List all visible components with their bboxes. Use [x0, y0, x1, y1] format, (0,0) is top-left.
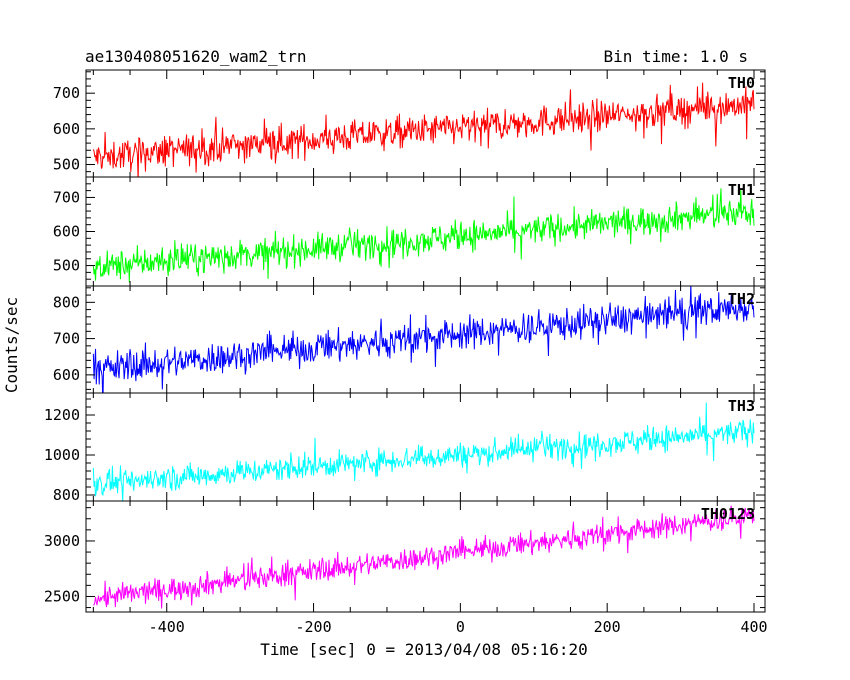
y-tick-label: 1000 [44, 446, 80, 464]
y-tick-label: 600 [53, 223, 80, 241]
y-tick-label: 500 [53, 257, 80, 275]
panel-th1: 500 600 700 TH1 [53, 176, 766, 287]
y-tick-label: 2500 [44, 587, 80, 605]
channel-label-th2: TH2 [728, 290, 755, 308]
panel-th0123: 2500 3000 TH0123 [44, 500, 766, 613]
channel-label-th1: TH1 [728, 181, 755, 199]
x-tick-label: 0 [456, 618, 465, 636]
panel-th3: 800 1000 1200 TH3 [44, 392, 766, 504]
panel-th2: 600 700 800 TH2 [53, 285, 766, 394]
series-th3 [92, 402, 755, 501]
x-axis-label: Time [sec] 0 = 2013/04/08 05:16:20 [260, 640, 588, 659]
bin-time-label: Bin time: 1.0 s [604, 47, 749, 66]
series-th0123 [93, 505, 755, 609]
figure-title: ae130408051620_wam2_trn [85, 47, 307, 66]
y-tick-label: 500 [53, 156, 80, 174]
channel-label-th0: TH0 [728, 74, 755, 92]
channel-label-th3: TH3 [728, 397, 755, 415]
series-th2 [92, 286, 755, 393]
y-tick-label: 3000 [44, 532, 80, 550]
panel-th0: 500 600 700 TH0 [53, 69, 766, 178]
y-tick-label: 700 [53, 330, 80, 348]
panel-frame [85, 392, 766, 502]
y-tick-label: 600 [53, 366, 80, 384]
x-tick-label: -400 [149, 618, 185, 636]
series-th0 [92, 82, 755, 177]
y-axis-label: Counts/sec [2, 297, 21, 393]
panels: 500 600 700 TH0 500 600 700 TH1 600 700 800 TH2 800 1… [44, 69, 768, 636]
x-tick-label: 400 [740, 618, 767, 636]
panel-frame [85, 176, 766, 287]
panel-frame [85, 500, 766, 613]
y-tick-label: 700 [53, 84, 80, 102]
x-tick-label: 200 [594, 618, 621, 636]
series-th1 [92, 188, 755, 283]
y-tick-label: 700 [53, 188, 80, 206]
y-tick-label: 1200 [44, 406, 80, 424]
y-tick-label: 600 [53, 120, 80, 138]
y-tick-label: 800 [53, 293, 80, 311]
x-tick-label: -200 [295, 618, 331, 636]
channel-label-th0123: TH0123 [701, 505, 755, 523]
y-tick-label: 800 [53, 486, 80, 504]
